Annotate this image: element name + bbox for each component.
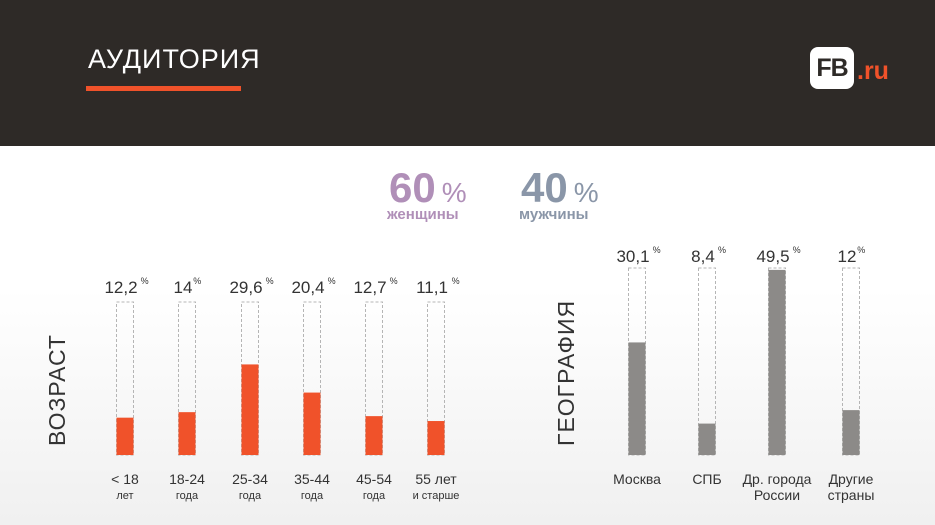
age-category-label: 18-24 bbox=[169, 471, 205, 487]
geo-value-label: 12 bbox=[838, 247, 857, 266]
age-category-sublabel: года bbox=[363, 490, 386, 502]
geo-bar bbox=[628, 342, 646, 455]
age-category-label: 25-34 bbox=[232, 471, 268, 487]
age-bar bbox=[427, 421, 445, 455]
geo-value-label: 49,5 bbox=[756, 247, 789, 266]
gender-panel: 60% женщины 40% мужчины bbox=[347, 150, 627, 232]
age-value-unit: % bbox=[266, 276, 274, 286]
title-underline bbox=[86, 86, 241, 91]
geo-bar bbox=[698, 423, 716, 455]
geo-value-label: 30,1 bbox=[616, 247, 649, 266]
age-bar bbox=[303, 392, 321, 455]
age-value-unit: % bbox=[193, 276, 201, 286]
geo-category-sublabel: России bbox=[754, 487, 800, 503]
age-value-label: 14 bbox=[174, 278, 193, 297]
age-value-unit: % bbox=[328, 276, 336, 286]
women-label: женщины bbox=[387, 206, 459, 223]
women-percent: 60% bbox=[389, 164, 467, 212]
geo-category-label: Москва bbox=[613, 471, 661, 487]
geo-category-label: СПБ bbox=[692, 471, 721, 487]
age-category-sublabel: и старше bbox=[413, 490, 460, 502]
geo-category-sublabel: страны bbox=[828, 487, 875, 503]
women-unit: % bbox=[441, 177, 467, 208]
header-bar: АУДИТОРИЯ FB .ru bbox=[0, 0, 935, 146]
geo-value-unit: % bbox=[653, 245, 661, 255]
age-category-sublabel: лет bbox=[116, 490, 133, 502]
geo-category-label: Др. города bbox=[743, 471, 812, 487]
geo-value-unit: % bbox=[718, 245, 726, 255]
women-value: 60 bbox=[389, 164, 436, 211]
geo-category-label: Другие bbox=[829, 471, 874, 487]
age-value-label: 11,1 bbox=[416, 278, 448, 297]
age-value-unit: % bbox=[452, 276, 460, 286]
geo-value-unit: % bbox=[793, 245, 801, 255]
age-category-label: 35-44 bbox=[294, 471, 330, 487]
age-category-label: 45-54 bbox=[356, 471, 392, 487]
age-value-unit: % bbox=[141, 276, 149, 286]
age-bar bbox=[241, 364, 259, 455]
geo-value-label: 8,4 bbox=[691, 247, 715, 266]
age-category-sublabel: года bbox=[239, 490, 262, 502]
fb-logo: FB .ru bbox=[810, 47, 900, 89]
age-value-label: 29,6 bbox=[229, 278, 262, 297]
age-category-label: < 18 bbox=[111, 471, 139, 487]
age-bar bbox=[116, 417, 134, 455]
logo-mark: FB bbox=[810, 47, 854, 89]
men-value: 40 bbox=[521, 164, 568, 211]
age-category-label: 55 лет bbox=[415, 471, 457, 487]
age-value-unit: % bbox=[390, 276, 398, 286]
men-unit: % bbox=[573, 177, 599, 208]
geo-value-unit: % bbox=[857, 245, 865, 255]
age-bar bbox=[365, 416, 383, 455]
geo-bar bbox=[842, 410, 860, 455]
age-bar bbox=[178, 412, 196, 455]
age-category-sublabel: года bbox=[176, 490, 199, 502]
men-label: мужчины bbox=[519, 206, 589, 223]
logo-suffix: .ru bbox=[857, 57, 889, 85]
geo-bar bbox=[768, 269, 786, 455]
age-value-label: 12,7 bbox=[353, 278, 386, 297]
age-value-label: 12,2 bbox=[104, 278, 137, 297]
men-percent: 40% bbox=[521, 164, 599, 212]
age-value-label: 20,4 bbox=[291, 278, 324, 297]
age-category-sublabel: года bbox=[301, 490, 324, 502]
page-title: АУДИТОРИЯ bbox=[88, 44, 261, 74]
